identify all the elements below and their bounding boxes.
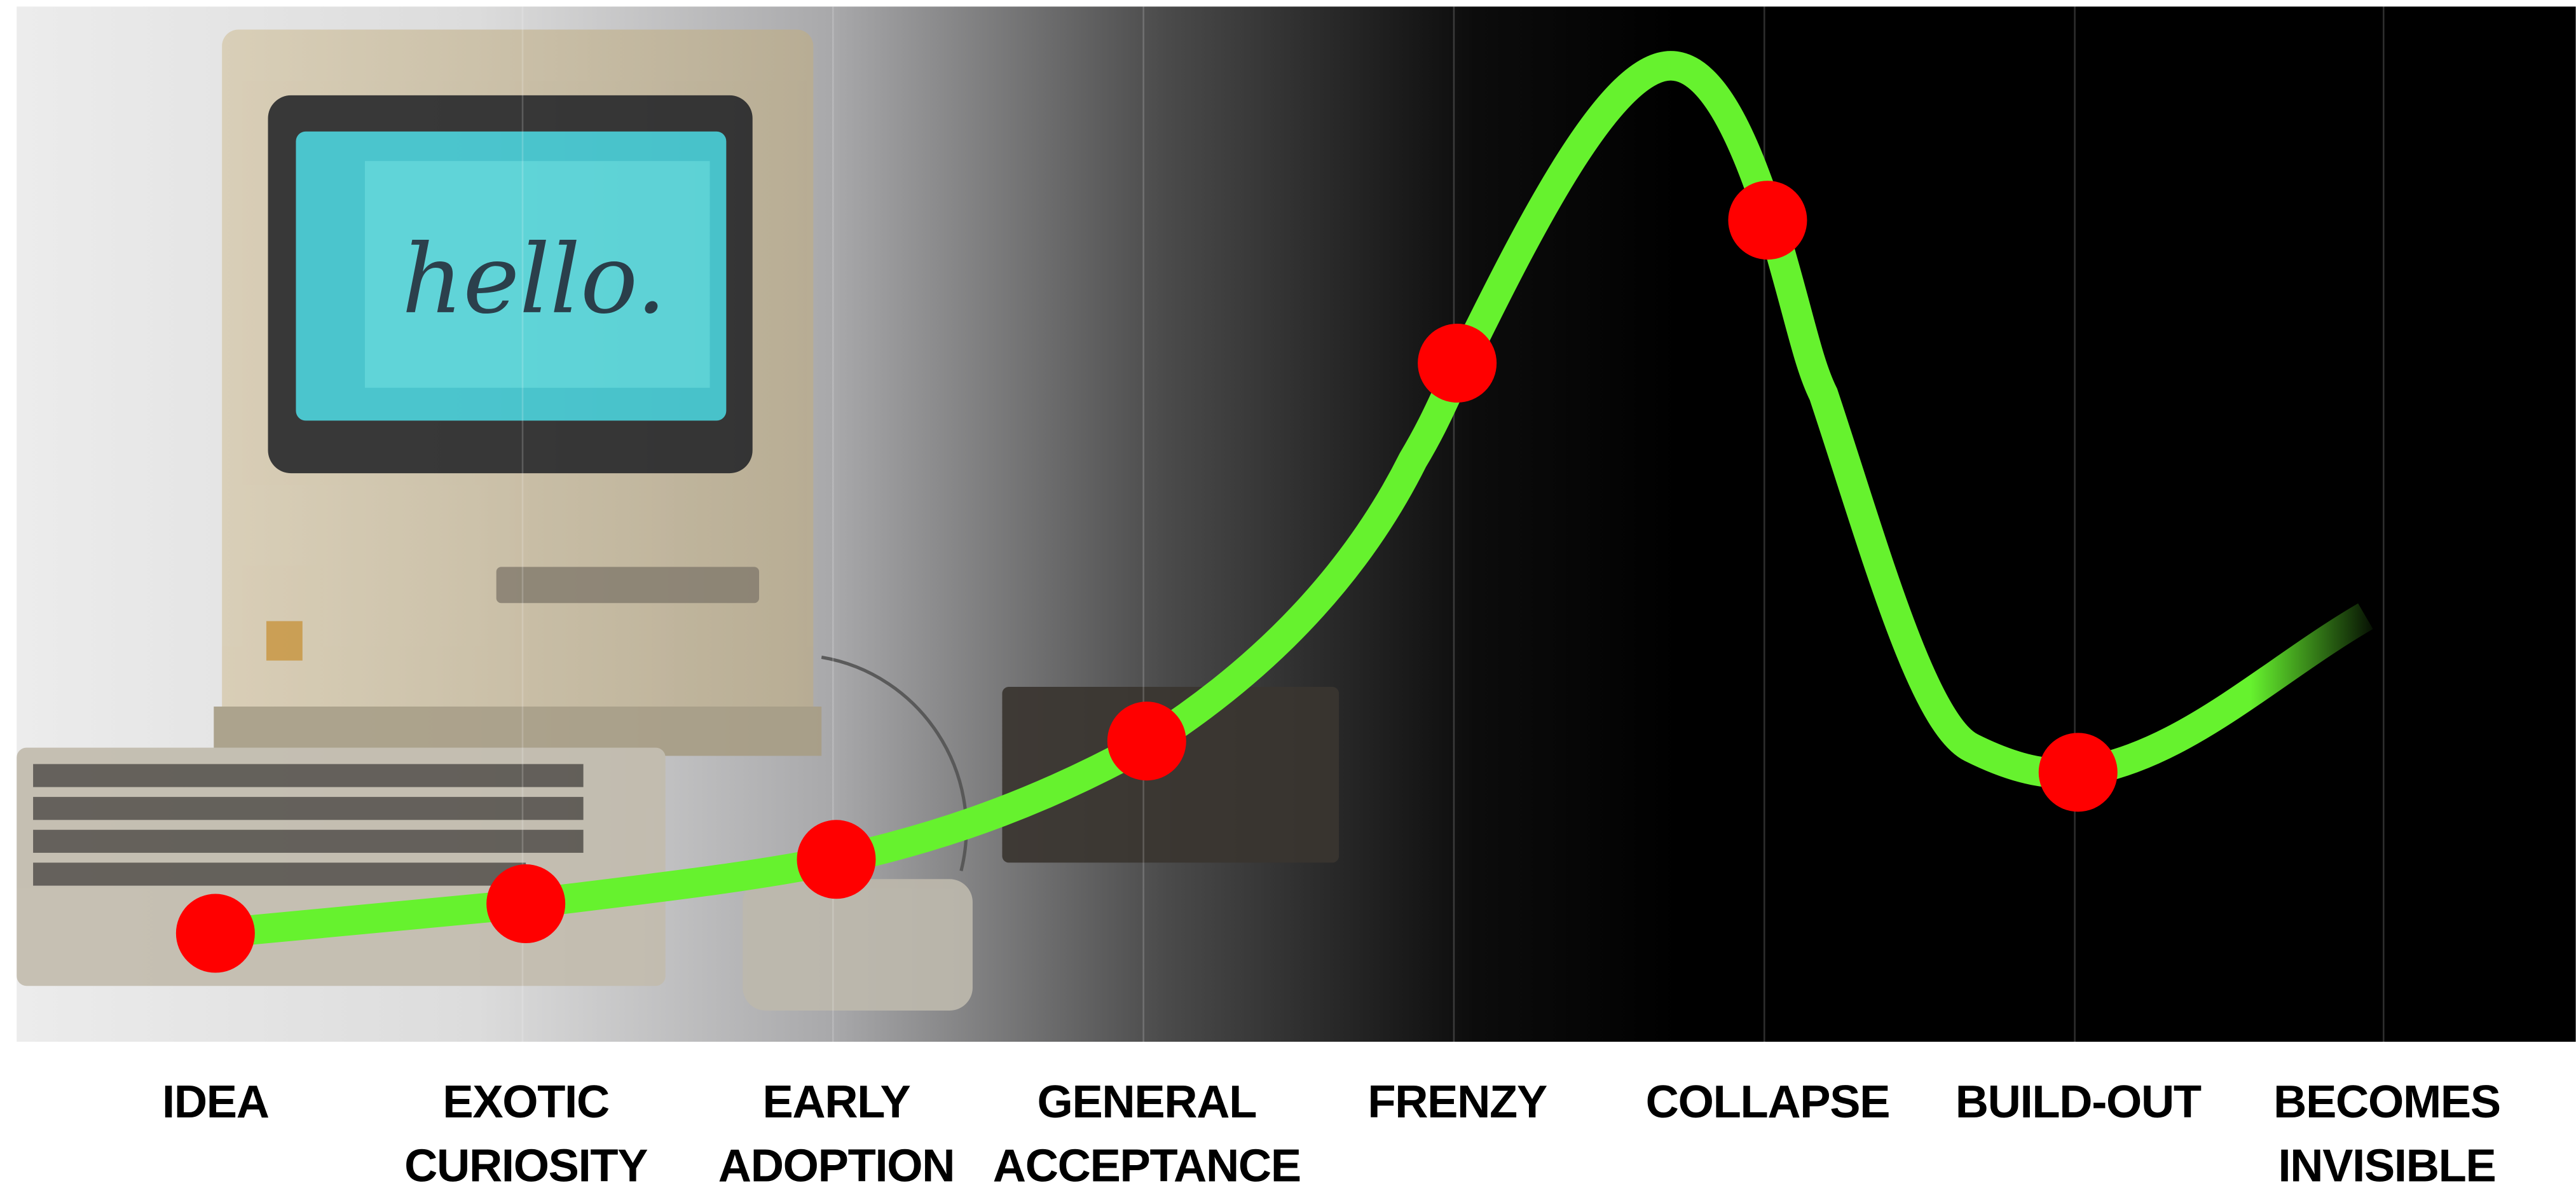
stage-label: FRENZY	[1367, 1077, 1547, 1128]
stage-marker	[1418, 324, 1497, 403]
stage-label: EARLY	[762, 1077, 910, 1128]
stage-marker	[176, 894, 255, 973]
stage-label: BUILD-OUT	[1956, 1077, 2202, 1128]
stage-label: ACCEPTANCE	[993, 1141, 1301, 1188]
stage-marker	[2039, 733, 2118, 812]
floppy-slot	[497, 567, 759, 603]
stage-marker	[1107, 701, 1186, 780]
stage-marker	[1728, 181, 1807, 259]
diagram: hello. IDEA EXOTIC CURIOSITY EARLY ADOPTION G…	[0, 0, 2576, 1188]
stage-marker	[797, 820, 875, 899]
stage-label: INVISIBLE	[2278, 1141, 2495, 1188]
page: {"photo_screen_text": "hello.", "stages"…	[0, 0, 2576, 1188]
stage-label: ADOPTION	[718, 1141, 954, 1188]
mouse	[743, 879, 973, 1011]
screen-text: hello.	[402, 224, 666, 335]
stage-label: BECOMES	[2273, 1077, 2500, 1128]
stage-labels: IDEA EXOTIC CURIOSITY EARLY ADOPTION GENERAL A…	[162, 1077, 2500, 1188]
stage-label: IDEA	[162, 1077, 269, 1128]
stage-marker	[486, 864, 565, 943]
stage-label: CURIOSITY	[404, 1141, 648, 1188]
stage-label: COLLAPSE	[1646, 1077, 1889, 1128]
logo	[266, 621, 303, 661]
stage-label: EXOTIC	[442, 1077, 609, 1128]
stage-label: GENERAL	[1038, 1077, 1257, 1128]
